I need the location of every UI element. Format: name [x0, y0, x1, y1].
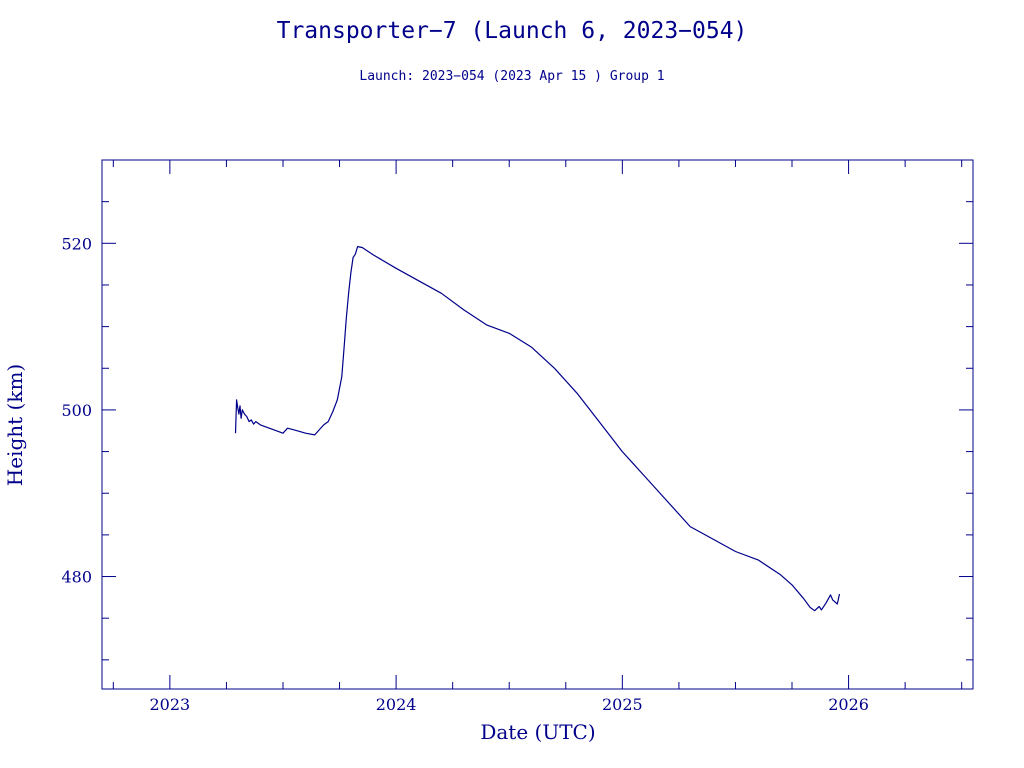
x-axis-label: Date (UTC) — [480, 720, 595, 744]
x-tick-label: 2024 — [376, 695, 417, 714]
height-series-line — [234, 246, 841, 612]
x-tick-label: 2025 — [602, 695, 643, 714]
ticks-layer — [102, 159, 973, 689]
y-tick-label: 480 — [61, 568, 92, 587]
x-tick-label: 2026 — [828, 695, 869, 714]
chart-title: Transporter−7 (Launch 6, 2023−054) — [277, 18, 748, 44]
chart-subtitle: Launch: 2023−054 (2023 Apr 15 ) Group 1 — [359, 69, 664, 84]
y-tick-label: 500 — [61, 401, 92, 420]
tick-labels-layer: 2023 2024 2025 2026 480 500 520 — [61, 234, 868, 714]
series-layer — [234, 246, 841, 612]
y-axis-label: Height (km) — [3, 364, 27, 486]
y-tick-label: 520 — [61, 234, 92, 253]
x-tick-label: 2023 — [150, 695, 191, 714]
plot-frame — [101, 159, 974, 690]
